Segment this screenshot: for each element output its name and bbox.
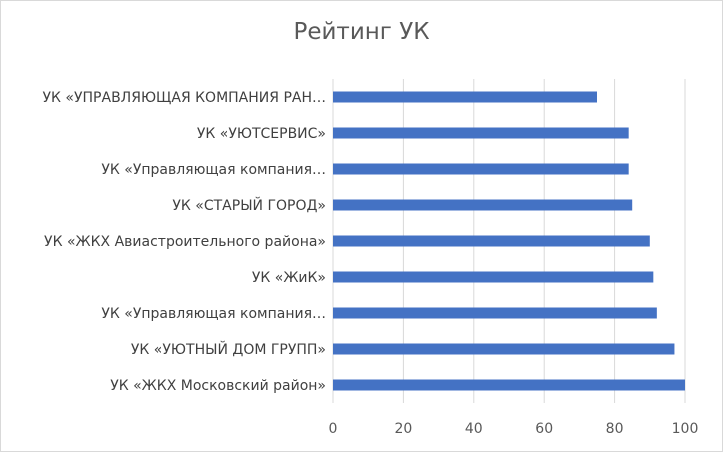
bar <box>333 235 650 247</box>
bar <box>333 307 657 319</box>
x-tick-label: 0 <box>329 421 338 437</box>
category-label: УК «УЮТНЫЙ ДОМ ГРУПП» <box>131 340 326 358</box>
category-label: УК «ЖиК» <box>252 270 326 286</box>
category-label: УК «Управляющая компания… <box>101 306 326 322</box>
bar <box>333 271 654 283</box>
category-label: УК «УПРАВЛЯЮЩАЯ КОМПАНИЯ РАН… <box>43 90 326 106</box>
bar <box>333 163 629 175</box>
category-label: УК «СТАРЫЙ ГОРОД» <box>172 196 326 214</box>
category-label: УК «ЖКХ Авиастроительного района» <box>44 234 326 250</box>
x-tick-label: 40 <box>465 421 483 437</box>
bar <box>333 379 685 391</box>
x-tick-label: 20 <box>394 421 412 437</box>
category-label: УК «ЖКХ Московский район» <box>110 378 326 394</box>
category-label: УК «УЮТСЕРВИС» <box>197 126 326 142</box>
bar <box>333 91 597 103</box>
x-tick-label: 100 <box>672 421 699 437</box>
x-tick-label: 80 <box>606 421 624 437</box>
category-label: УК «Управляющая компания… <box>101 162 326 178</box>
bar <box>333 127 629 139</box>
x-tick-label: 60 <box>535 421 553 437</box>
bar <box>333 199 633 211</box>
bar <box>333 343 675 355</box>
chart-title: Рейтинг УК <box>293 19 430 45</box>
